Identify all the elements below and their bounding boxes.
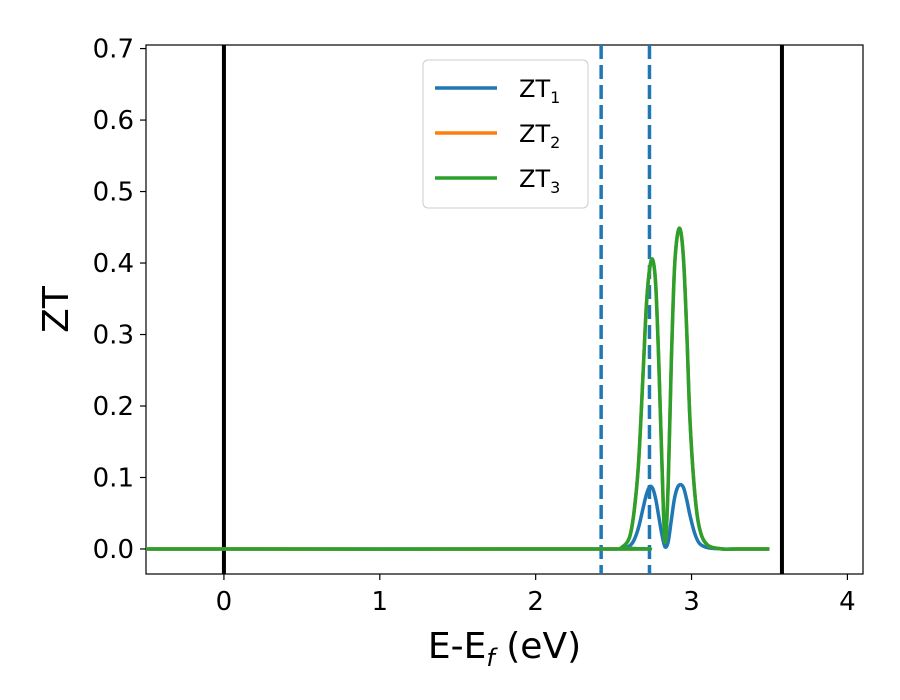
plot-frame: [145, 44, 864, 575]
axis-labels: E-Ef (eV) ZT: [36, 285, 581, 672]
legend-label-zt3: ZT3: [519, 165, 560, 197]
legend-label-zt2: ZT2: [519, 120, 560, 152]
y-tick-label: 0.4: [93, 249, 134, 279]
y-tick-label: 0.2: [93, 392, 134, 422]
y-tick-label: 0.6: [93, 106, 134, 136]
y-tick-label: 0.5: [93, 178, 134, 208]
x-tick-label: 2: [527, 587, 544, 617]
x-tick-label: 1: [372, 587, 389, 617]
y-tick-label: 0.0: [93, 535, 134, 565]
axis-ticks: 0 1 2 3 4 0.0 0.1 0.2 0.3 0.4 0.5 0.6 0.7: [93, 35, 856, 617]
y-tick-label: 0.7: [93, 35, 134, 65]
legend-box: [422, 59, 589, 209]
x-axis-title: E-Ef (eV): [428, 626, 581, 672]
x-tick-label: 3: [683, 587, 700, 617]
series-lines: [146, 226, 770, 552]
x-tick-label: 4: [839, 587, 856, 617]
x-tick-label: 0: [216, 587, 233, 617]
y-axis-title: ZT: [36, 285, 77, 333]
legend: ZT1 ZT2 ZT3: [422, 59, 589, 209]
vertical-reference-lines: [221, 45, 784, 574]
legend-label-zt1: ZT1: [519, 75, 560, 107]
series-line-zt3: [146, 226, 770, 552]
y-tick-label: 0.3: [93, 321, 134, 351]
y-tick-label: 0.1: [93, 463, 134, 493]
